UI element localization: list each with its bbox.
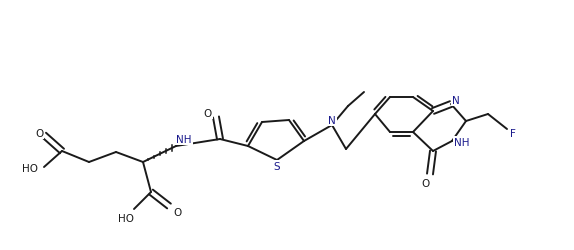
Text: HO: HO (118, 213, 134, 223)
Text: S: S (274, 161, 280, 171)
Text: HO: HO (22, 163, 38, 173)
Text: O: O (173, 207, 181, 217)
Text: O: O (422, 178, 430, 188)
Text: NH: NH (176, 134, 192, 144)
Text: O: O (35, 128, 43, 138)
Text: N: N (328, 116, 336, 126)
Text: F: F (510, 128, 516, 138)
Text: N: N (452, 96, 460, 106)
Text: NH: NH (454, 138, 470, 147)
Text: O: O (204, 108, 212, 118)
